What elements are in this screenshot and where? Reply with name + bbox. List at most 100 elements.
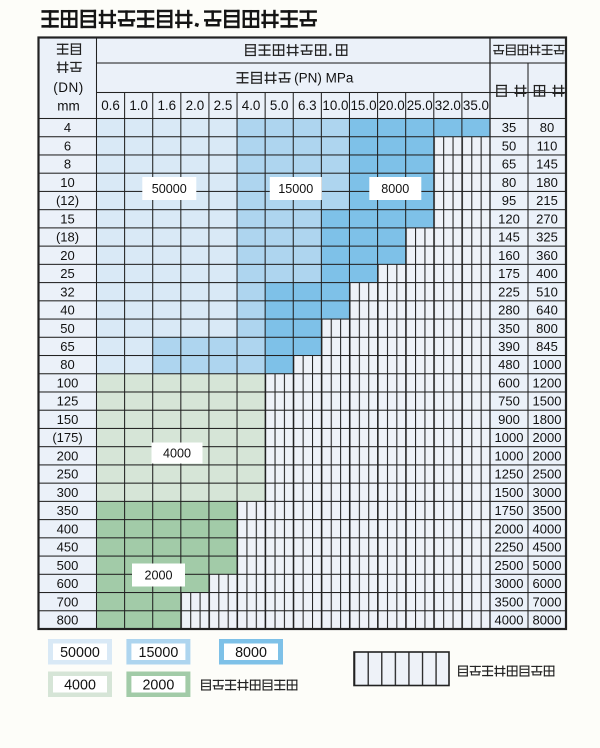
svg-text:95: 95 [502,193,516,208]
svg-text:6: 6 [64,138,71,153]
svg-text:3000: 3000 [533,485,562,500]
svg-text:2000: 2000 [533,448,562,463]
svg-text:32.0: 32.0 [435,98,461,113]
svg-text:20: 20 [60,248,74,263]
svg-text:3000: 3000 [495,576,524,591]
svg-text:480: 480 [498,357,520,372]
svg-text:25: 25 [60,266,74,281]
svg-text:2500: 2500 [533,467,562,482]
svg-text:8000: 8000 [235,645,267,661]
svg-text:10.0: 10.0 [322,98,348,113]
svg-text:2500: 2500 [495,558,524,573]
svg-text:500: 500 [57,558,79,573]
svg-text:750: 750 [498,394,520,409]
svg-text:1000: 1000 [495,430,524,445]
svg-text:2250: 2250 [495,540,524,555]
svg-text:800: 800 [57,612,79,627]
svg-text:8: 8 [64,157,71,172]
svg-text:845: 845 [536,339,558,354]
svg-text:40: 40 [60,303,74,318]
svg-text:2000: 2000 [533,430,562,445]
svg-text:400: 400 [536,266,558,281]
svg-text:390: 390 [498,339,520,354]
svg-text:(DN): (DN) [53,80,84,95]
svg-text:1000: 1000 [495,448,524,463]
svg-text:32: 32 [60,284,74,299]
svg-text:(12): (12) [56,193,79,208]
svg-text:1800: 1800 [533,412,562,427]
svg-text:50: 50 [502,138,516,153]
svg-text:65: 65 [60,339,74,354]
svg-text:2.0: 2.0 [186,98,205,113]
svg-text:145: 145 [498,230,520,245]
svg-text:280: 280 [498,303,520,318]
svg-text:4000: 4000 [163,447,191,461]
svg-text:225: 225 [498,284,520,299]
svg-text:4.0: 4.0 [242,98,261,113]
svg-text:1000: 1000 [533,357,562,372]
svg-text:270: 270 [536,211,558,226]
svg-text:120: 120 [498,211,520,226]
svg-text:80: 80 [540,120,554,135]
svg-text:0.6: 0.6 [101,98,120,113]
svg-text:6.3: 6.3 [298,98,317,113]
svg-text:65: 65 [502,157,516,172]
svg-text:4000: 4000 [64,677,96,693]
svg-text:1200: 1200 [533,375,562,390]
svg-text:15000: 15000 [278,182,313,196]
svg-text:3500: 3500 [495,594,524,609]
svg-text:mm: mm [57,98,80,113]
svg-text:1500: 1500 [533,394,562,409]
svg-text:510: 510 [536,284,558,299]
svg-text:145: 145 [536,157,558,172]
svg-text:4000: 4000 [495,612,524,627]
svg-text:80: 80 [502,175,516,190]
svg-text:5.0: 5.0 [270,98,289,113]
svg-text:1500: 1500 [495,485,524,500]
svg-text:250: 250 [57,467,79,482]
svg-text:15000: 15000 [139,645,179,661]
svg-text:180: 180 [536,175,558,190]
svg-text:200: 200 [57,448,79,463]
svg-text:5000: 5000 [533,558,562,573]
svg-text:15.0: 15.0 [350,98,376,113]
svg-text:8000: 8000 [381,182,409,196]
svg-text:20.0: 20.0 [379,98,405,113]
svg-text:1250: 1250 [495,467,524,482]
svg-text:600: 600 [57,576,79,591]
svg-text:2000: 2000 [495,521,524,536]
svg-text:800: 800 [536,321,558,336]
svg-text:35: 35 [502,120,516,135]
svg-text:2000: 2000 [144,569,172,583]
svg-text:(175): (175) [52,430,82,445]
svg-text:125: 125 [57,394,79,409]
svg-text:50: 50 [60,321,74,336]
svg-text:325: 325 [536,230,558,245]
svg-text:1.6: 1.6 [157,98,176,113]
svg-text:150: 150 [57,412,79,427]
svg-text:25.0: 25.0 [407,98,433,113]
svg-text:900: 900 [498,412,520,427]
svg-text:1.0: 1.0 [129,98,148,113]
svg-text:450: 450 [57,540,79,555]
svg-text:2000: 2000 [142,677,174,693]
svg-text:50000: 50000 [60,645,100,661]
svg-text:175: 175 [498,266,520,281]
svg-text:15: 15 [60,211,74,226]
svg-text:80: 80 [60,357,74,372]
svg-text:600: 600 [498,375,520,390]
svg-text:(PN) MPa: (PN) MPa [294,70,354,85]
svg-text:7000: 7000 [533,594,562,609]
svg-text:10: 10 [60,175,74,190]
svg-text:110: 110 [537,138,558,153]
svg-text:1750: 1750 [495,503,524,518]
svg-text:640: 640 [536,303,558,318]
svg-text:3500: 3500 [533,503,562,518]
svg-text:400: 400 [57,521,79,536]
svg-text:700: 700 [57,594,79,609]
svg-text:35.0: 35.0 [463,98,489,113]
svg-text:4500: 4500 [533,540,562,555]
svg-text:2.5: 2.5 [214,98,233,113]
svg-text:300: 300 [57,485,79,500]
svg-text:360: 360 [536,248,558,263]
